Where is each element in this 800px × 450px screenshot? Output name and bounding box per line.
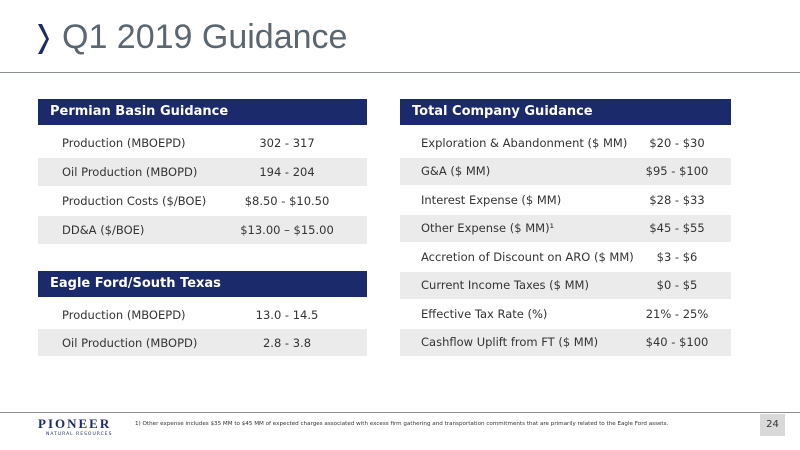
table-row: Production (MBOEPD) 13.0 - 14.5: [38, 301, 367, 328]
row-value: $8.50 - $10.50: [244, 194, 330, 208]
row-value: 2.8 - 3.8: [262, 335, 312, 350]
table-row: Other Expense ($ MM)¹ $45 - $55: [400, 214, 731, 242]
row-label: Interest Expense ($ MM): [421, 192, 562, 207]
table-row: G&A ($ MM) $95 - $100: [400, 157, 731, 185]
row-label: Other Expense ($ MM)¹: [421, 221, 555, 236]
row-value: $40 - $100: [645, 335, 709, 350]
logo: PIONEER: [38, 416, 112, 431]
row-label: Production (MBOEPD): [62, 307, 186, 322]
table-row: Current Income Taxes ($ MM) $0 - $5: [400, 271, 731, 299]
footnote: 1) Other expense includes $35 MM to $45 …: [135, 421, 669, 427]
table-row: Oil Production (MBOPD) 194 - 204: [38, 158, 367, 186]
row-value: $45 - $55: [649, 221, 705, 236]
table-header: Eagle Ford/South Texas: [38, 271, 367, 297]
row-label: Effective Tax Rate (%): [421, 306, 548, 321]
row-label: Production Costs ($/BOE): [62, 194, 207, 208]
row-value: $20 - $30: [649, 135, 705, 150]
row-value: $95 - $100: [645, 164, 709, 179]
row-label: G&A ($ MM): [421, 164, 491, 179]
row-label: Current Income Taxes ($ MM): [421, 278, 589, 293]
page-number: 24: [760, 414, 785, 436]
footer-line: [0, 412, 800, 413]
row-label: Exploration & Abandonment ($ MM): [421, 135, 628, 150]
row-label: Accretion of Discount on ARO ($ MM): [421, 249, 634, 264]
row-value: $0 - $5: [656, 278, 698, 293]
row-value: 194 - 204: [259, 165, 315, 179]
row-value: 13.0 - 14.5: [255, 307, 319, 322]
row-label: DD&A ($/BOE): [62, 223, 145, 237]
chevron: [38, 24, 49, 54]
row-value: $13.00 – $15.00: [240, 223, 334, 237]
row-value: 302 - 317: [259, 136, 315, 150]
row-value: $28 - $33: [649, 192, 705, 207]
table-row: Oil Production (MBOPD) 2.8 - 3.8: [38, 329, 367, 356]
table-header: Permian Basin Guidance: [38, 99, 367, 125]
divider: [0, 72, 800, 73]
table-row: DD&A ($/BOE) $13.00 – $15.00: [38, 216, 367, 244]
table-row: Interest Expense ($ MM) $28 - $33: [400, 186, 731, 214]
row-value: $3 - $6: [656, 249, 698, 264]
table-row: Exploration & Abandonment ($ MM) $20 - $3…: [400, 129, 731, 157]
table-row: Production (MBOEPD) 302 - 317: [38, 129, 367, 157]
row-label: Oil Production (MBOPD): [62, 165, 198, 179]
table-row: Accretion of Discount on ARO ($ MM) $3 - …: [400, 243, 731, 271]
row-label: Cashflow Uplift from FT ($ MM): [421, 335, 599, 350]
table-row: Production Costs ($/BOE) $8.50 - $10.50: [38, 187, 367, 215]
row-value: 21% - 25%: [645, 306, 709, 321]
row-label: Production (MBOEPD): [62, 136, 186, 150]
logo-sub: NATURAL RESOURCES: [46, 432, 113, 437]
row-label: Oil Production (MBOPD): [62, 335, 198, 350]
table-row: Effective Tax Rate (%) 21% - 25%: [400, 300, 731, 328]
slide-title: Q1 2019 Guidance: [62, 18, 348, 56]
table-header: Total Company Guidance: [400, 99, 731, 125]
table-row: Cashflow Uplift from FT ($ MM) $40 - $100: [400, 328, 731, 356]
